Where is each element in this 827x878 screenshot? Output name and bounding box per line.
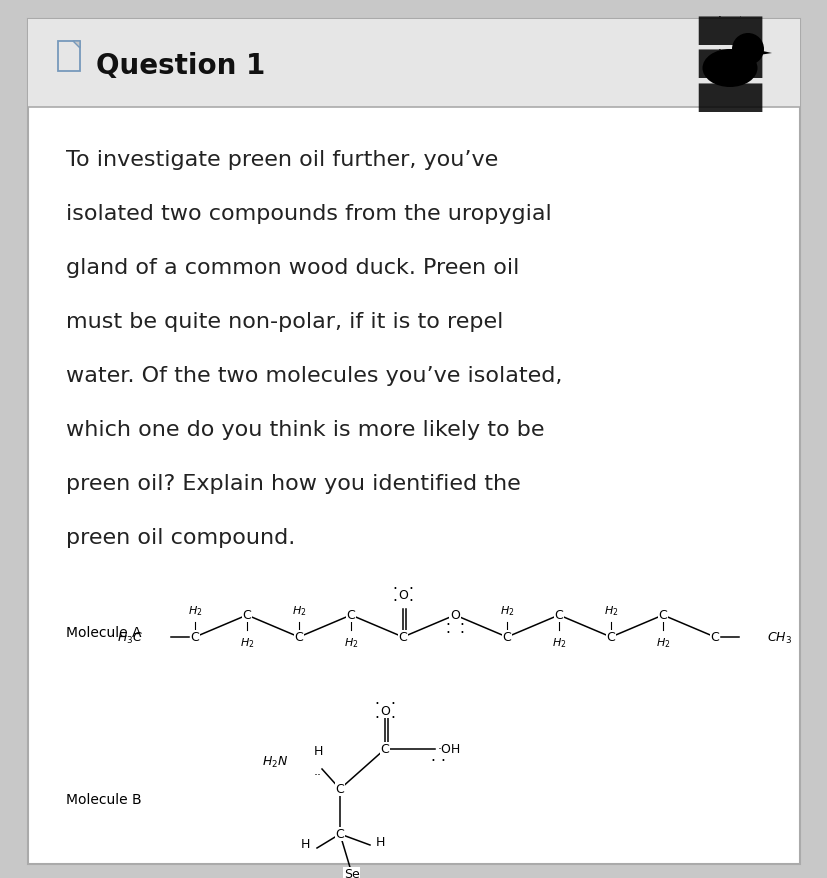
Text: which one do you think is more likely to be: which one do you think is more likely to… [66, 420, 544, 440]
Text: ·: · [390, 710, 395, 726]
Text: $H_2$: $H_2$ [603, 603, 618, 617]
Text: $H_3C$: $H_3C$ [117, 630, 143, 644]
Text: Molecule A: Molecule A [66, 625, 141, 639]
Text: ·: · [361, 876, 366, 878]
Text: $H_2N$: $H_2N$ [261, 753, 288, 768]
Text: $H_2$: $H_2$ [188, 603, 202, 617]
Text: Se: Se [344, 867, 360, 878]
Polygon shape [757, 51, 771, 56]
Text: must be quite non-polar, if it is to repel: must be quite non-polar, if it is to rep… [66, 312, 503, 332]
Polygon shape [73, 42, 80, 49]
Text: gland of a common wood duck. Preen oil: gland of a common wood duck. Preen oil [66, 258, 519, 277]
Text: ··: ·· [313, 768, 322, 781]
Text: C: C [190, 630, 199, 644]
Text: Molecule B: Molecule B [66, 792, 141, 806]
Text: H: H [300, 838, 309, 851]
Text: ·: · [408, 594, 413, 608]
Text: To investigate preen oil further, you’ve: To investigate preen oil further, you’ve [66, 150, 498, 169]
Text: $H_2$: $H_2$ [240, 636, 254, 649]
Text: $H_2$: $H_2$ [343, 636, 358, 649]
Bar [58, 42, 80, 72]
Text: isolated two compounds from the uropygial: isolated two compounds from the uropygia… [66, 204, 551, 224]
Text: ·: · [374, 697, 379, 712]
Text: $H_2$: $H_2$ [551, 636, 566, 649]
Text: ·OH: ·OH [437, 743, 461, 756]
Text: O: O [380, 705, 390, 717]
Text: $H_2$: $H_2$ [655, 636, 669, 649]
Text: H: H [313, 745, 323, 758]
Text: $CH_3$: $CH_3$ [766, 630, 791, 644]
Text: C: C [380, 743, 389, 756]
Text: O: O [398, 589, 408, 601]
Text: C: C [242, 608, 251, 622]
Text: O: O [450, 608, 459, 622]
Text: ·: · [392, 582, 397, 597]
Text: $H_2$: $H_2$ [291, 603, 306, 617]
Text: C: C [657, 608, 667, 622]
Text: C: C [335, 782, 344, 795]
Text: C: C [710, 630, 719, 644]
Text: ·: · [440, 753, 445, 768]
Text: H: H [375, 836, 385, 848]
Text: ·: · [445, 618, 450, 633]
Text: ·: · [337, 876, 342, 878]
Text: ·: · [459, 618, 464, 633]
Text: $H_2$: $H_2$ [500, 603, 514, 617]
Text: ·: · [408, 582, 413, 597]
Text: C: C [554, 608, 562, 622]
Circle shape [731, 34, 763, 66]
Text: ·: · [374, 710, 379, 726]
Text: C: C [294, 630, 303, 644]
Text: Question 1: Question 1 [96, 52, 265, 80]
Text: ·: · [430, 753, 435, 768]
Text: ·: · [390, 697, 395, 712]
Text: C: C [398, 630, 407, 644]
Text: water. Of the two molecules you’ve isolated,: water. Of the two molecules you’ve isola… [66, 365, 562, 385]
Text: ·: · [459, 626, 464, 641]
Text: preen oil? Explain how you identified the: preen oil? Explain how you identified th… [66, 473, 520, 493]
Text: ███
███
███: ███ ███ ███ [697, 17, 761, 112]
Text: C: C [606, 630, 614, 644]
Text: C: C [347, 608, 355, 622]
Text: preen oil compound.: preen oil compound. [66, 528, 295, 547]
Ellipse shape [701, 50, 757, 88]
Text: C: C [335, 828, 344, 840]
Text: C: C [502, 630, 511, 644]
Bar [28, 20, 799, 108]
Text: ·: · [445, 626, 450, 641]
Text: ·: · [392, 594, 397, 608]
